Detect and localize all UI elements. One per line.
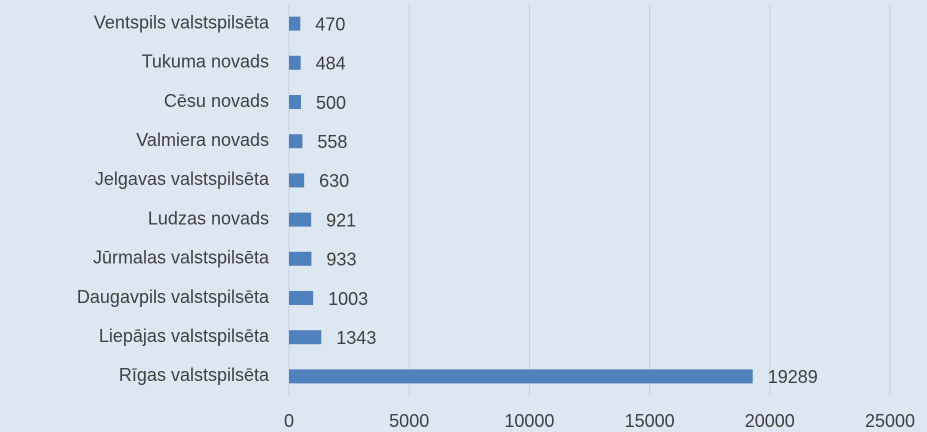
bar xyxy=(289,173,305,188)
bar xyxy=(289,251,312,266)
bar xyxy=(289,369,753,384)
x-tick-label: 20000 xyxy=(745,411,795,431)
data-label: 484 xyxy=(316,54,346,74)
data-label: 921 xyxy=(326,210,356,230)
x-tick-label: 5000 xyxy=(389,411,429,431)
bar xyxy=(289,291,314,305)
data-label: 500 xyxy=(316,93,346,113)
bar xyxy=(289,55,301,70)
y-tick-label: Daugavpils valstspilsēta xyxy=(77,287,270,307)
data-label: 558 xyxy=(317,132,347,152)
x-tick-label: 15000 xyxy=(625,411,675,431)
data-label: 933 xyxy=(326,250,356,270)
y-tick-label: Cēsu novads xyxy=(164,91,269,111)
data-label: 19289 xyxy=(768,367,818,387)
y-tick-label: Ludzas novads xyxy=(148,208,269,228)
y-tick-label: Ventspils valstspilsēta xyxy=(94,12,270,32)
data-label: 470 xyxy=(315,14,345,34)
data-label: 1003 xyxy=(328,289,368,309)
y-tick-label: Jelgavas valstspilsēta xyxy=(95,169,270,189)
x-tick-label: 10000 xyxy=(504,411,554,431)
x-tick-label: 25000 xyxy=(865,411,915,431)
data-label: 630 xyxy=(319,171,349,191)
y-tick-label: Valmiera novads xyxy=(136,130,269,150)
y-tick-label: Jūrmalas valstspilsēta xyxy=(93,248,270,268)
y-tick-label: Liepājas valstspilsēta xyxy=(99,326,270,346)
data-label: 1343 xyxy=(336,328,376,348)
y-tick-label: Tukuma novads xyxy=(142,52,269,72)
bar xyxy=(289,16,301,31)
bar xyxy=(289,212,312,227)
bar xyxy=(289,330,322,345)
x-tick-label: 0 xyxy=(284,411,294,431)
y-tick-label: Rīgas valstspilsēta xyxy=(119,365,270,385)
bar xyxy=(289,134,303,149)
bar xyxy=(289,95,302,109)
